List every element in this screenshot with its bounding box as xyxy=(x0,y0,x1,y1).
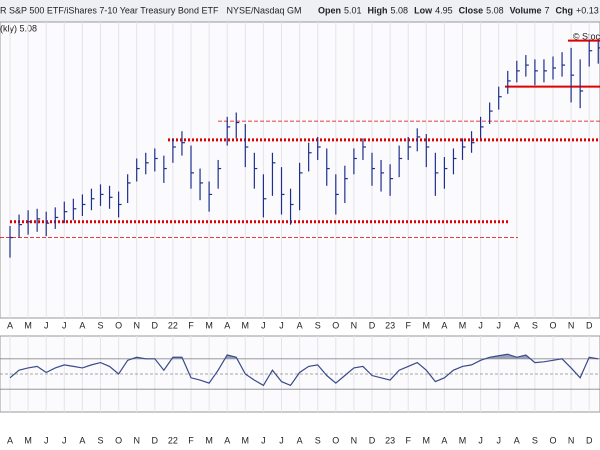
stat-value: 5.08 xyxy=(486,5,504,15)
x-tick-label: N xyxy=(351,320,358,330)
copyright: © Stoc xyxy=(573,31,600,41)
x-tick-label: A xyxy=(514,320,520,330)
stat-label: Low xyxy=(414,5,433,15)
x-tick-label: N xyxy=(133,320,140,330)
x-tick-label: 22 xyxy=(168,320,178,330)
x-tick-label: S xyxy=(315,435,321,445)
x-tick-label: S xyxy=(532,320,538,330)
stat-label: Volume xyxy=(510,5,542,15)
x-tick-label: S xyxy=(315,320,321,330)
x-tick-label: A xyxy=(441,320,447,330)
indicator-fill xyxy=(132,354,599,359)
stat-value: 5.08 xyxy=(391,5,409,15)
x-tick-label: J xyxy=(261,320,266,330)
x-tick-label: S xyxy=(532,435,538,445)
stat-label: Chg xyxy=(556,5,574,15)
x-tick-label: F xyxy=(405,435,411,445)
x-tick-label: M xyxy=(24,320,32,330)
x-tick-label: D xyxy=(586,435,593,445)
x-tick-label: D xyxy=(369,435,376,445)
x-tick-label: S xyxy=(97,320,103,330)
x-tick-label: O xyxy=(549,320,556,330)
x-tick-label: J xyxy=(279,435,284,445)
x-tick-label: J xyxy=(44,320,49,330)
x-tick-label: F xyxy=(188,320,194,330)
x-tick-label: O xyxy=(549,435,556,445)
x-tick-label: D xyxy=(586,320,593,330)
chart-title: R S&P 500 ETF/iShares 7-10 Year Treasury… xyxy=(0,5,219,15)
x-tick-label: A xyxy=(79,435,85,445)
x-tick-label: O xyxy=(115,435,122,445)
x-tick-label: N xyxy=(133,435,140,445)
x-tick-label: D xyxy=(369,320,376,330)
x-tick-label: D xyxy=(152,435,159,445)
stat-label: Open xyxy=(318,5,341,15)
header-bar xyxy=(0,0,600,22)
x-tick-label: A xyxy=(7,435,13,445)
stat-label: High xyxy=(368,5,388,15)
x-tick-label: A xyxy=(441,435,447,445)
x-tick-label: A xyxy=(79,320,85,330)
x-tick-label: M xyxy=(205,435,213,445)
x-tick-label: J xyxy=(261,435,266,445)
x-tick-label: J xyxy=(496,320,501,330)
x-tick-label: J xyxy=(279,320,284,330)
indicator-line xyxy=(9,353,599,387)
x-tick-label: D xyxy=(152,320,159,330)
x-tick-label: F xyxy=(188,435,194,445)
x-tick-label: J xyxy=(62,320,67,330)
x-tick-label: A xyxy=(7,320,13,330)
x-tick-label: J xyxy=(496,435,501,445)
x-tick-label: A xyxy=(514,435,520,445)
x-tick-label: J xyxy=(62,435,67,445)
x-tick-label: 23 xyxy=(385,435,395,445)
legend-text: (kly) 5.08 xyxy=(0,23,37,33)
x-tick-label: M xyxy=(423,320,431,330)
stat-value: +0.13 xyxy=(576,5,599,15)
x-tick-label: M xyxy=(242,320,250,330)
stat-value: 4.95 xyxy=(435,5,453,15)
x-tick-label: A xyxy=(297,435,303,445)
x-tick-label: M xyxy=(205,320,213,330)
x-tick-label: S xyxy=(97,435,103,445)
x-tick-label: J xyxy=(478,435,483,445)
x-tick-label: A xyxy=(297,320,303,330)
exchange: NYSE/Nasdaq GM xyxy=(226,5,301,15)
x-tick-label: M xyxy=(24,435,32,445)
x-tick-label: F xyxy=(405,320,411,330)
x-tick-label: 23 xyxy=(385,320,395,330)
x-tick-label: N xyxy=(351,435,358,445)
x-tick-label: J xyxy=(478,320,483,330)
x-tick-label: J xyxy=(44,435,49,445)
x-tick-label: M xyxy=(459,435,467,445)
x-tick-label: M xyxy=(423,435,431,445)
stat-label: Close xyxy=(459,5,484,15)
x-tick-label: O xyxy=(332,320,339,330)
x-tick-label: O xyxy=(332,435,339,445)
stat-value: 5.01 xyxy=(344,5,362,15)
x-tick-label: O xyxy=(115,320,122,330)
x-tick-label: M xyxy=(242,435,250,445)
x-tick-label: A xyxy=(224,435,230,445)
stat-value: 7 xyxy=(545,5,550,15)
x-tick-label: 22 xyxy=(168,435,178,445)
x-tick-label: N xyxy=(568,435,575,445)
x-tick-label: M xyxy=(459,320,467,330)
x-tick-label: A xyxy=(224,320,230,330)
x-tick-label: N xyxy=(568,320,575,330)
